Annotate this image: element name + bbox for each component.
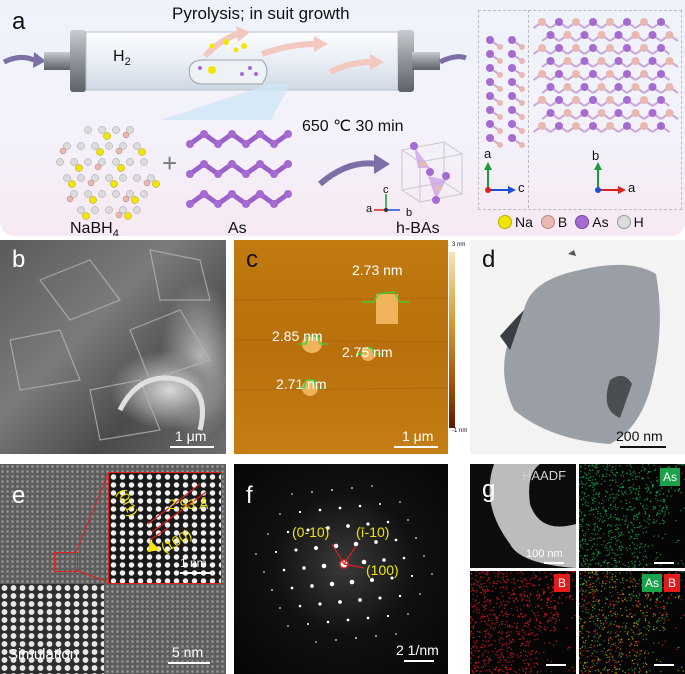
panel-g-eds-maps: g HAADF 100 nm As B As B — [470, 464, 685, 674]
side-view-axes — [484, 162, 516, 194]
legend-item-h: H — [616, 214, 644, 230]
colorbar-top-label: 3 nm — [452, 242, 466, 248]
haadf-map — [470, 464, 576, 568]
panel-b-sem-image: b 1 μm — [0, 240, 226, 454]
overlay-b-tag: B — [664, 574, 681, 592]
reaction-arrow — [318, 154, 390, 187]
spot-label-1: (0-10) — [292, 524, 330, 540]
panel-c-label: c — [246, 246, 258, 273]
panel-a-label: a — [12, 8, 26, 35]
spot-label-2: (ī-10) — [356, 524, 390, 540]
reactant1-label: NaBH4 — [70, 220, 119, 236]
product-label: h-BAs — [396, 220, 440, 236]
spot-label-3: (100) — [366, 562, 399, 578]
panel-c-scale-text: 1 μm — [402, 428, 434, 444]
legend-item-as: As — [575, 214, 609, 230]
panel-b-scale-bar — [170, 446, 214, 448]
tube-title: Pyrolysis; in suit growth — [172, 4, 350, 23]
haadf-scale-bar — [544, 562, 564, 564]
plus-sign: + — [162, 148, 178, 178]
panel-f-saed-pattern: f (0-10) (ī-10) (100) 2 1/nm — [234, 464, 448, 674]
top-axis-up: b — [592, 148, 600, 163]
as-map-scale-bar — [654, 562, 674, 564]
panel-d-label: d — [482, 246, 496, 273]
gas-label: H2 — [113, 48, 131, 69]
panel-f-scale-text: 2 1/nm — [396, 642, 439, 658]
panel-f-label: f — [246, 482, 253, 509]
panel-d-tem-image: d 200 nm — [470, 240, 685, 454]
side-axis-up: a — [484, 146, 492, 161]
tube-furnace-diagram — [2, 26, 467, 120]
legend-item-na: Na — [498, 214, 533, 230]
panel-d-scale-bar — [620, 446, 666, 448]
overlay-scale-bar — [654, 664, 674, 666]
haadf-scale-text: 100 nm — [526, 548, 563, 560]
haadf-flake — [489, 464, 576, 568]
legend-item-b: B — [540, 214, 567, 230]
simulation-inset — [0, 584, 104, 674]
nabh4-structure — [56, 126, 160, 220]
magnified-inset — [108, 472, 222, 584]
cell-axis-right: b — [406, 207, 413, 219]
colorbar-bottom-label: -1 nm — [452, 428, 468, 434]
structure-views-box — [478, 10, 682, 210]
panel-g-label: g — [482, 476, 496, 503]
afm-flakes — [234, 291, 448, 396]
zoom-region-box — [54, 552, 78, 572]
tem-flake — [500, 250, 660, 444]
panel-e-scale-bar — [168, 662, 210, 664]
afm-colorbar — [449, 252, 455, 428]
panel-a: a — [0, 0, 685, 236]
inset-spacing-label: 2.93 Å — [168, 496, 209, 512]
inset-scale-text: 1 nm — [180, 556, 207, 570]
b-map-tag: B — [554, 574, 571, 592]
cell-axes — [374, 194, 400, 212]
panel-b-scale-text: 1 μm — [175, 428, 207, 444]
atom-legend: Na B As H — [498, 214, 644, 230]
inset-scale-bar — [180, 572, 212, 574]
hbas-crystal-views — [486, 18, 679, 148]
reactant2-label: As — [228, 220, 247, 236]
cell-axis-up: c — [383, 184, 389, 196]
hbas-unit-cell — [400, 141, 464, 204]
zoom-lines — [75, 473, 207, 583]
panel-e-label: e — [12, 482, 26, 509]
top-view-axes — [594, 162, 626, 194]
panel-c-scale-bar — [394, 446, 438, 448]
panel-e-scale-text: 5 nm — [172, 644, 204, 660]
afm-height-3: 2.75 nm — [342, 344, 393, 360]
simulation-label: Simulation — [8, 646, 79, 663]
overlay-map — [579, 571, 685, 674]
side-axis-right: c — [518, 180, 525, 195]
overlay-as-tag: As — [642, 574, 663, 592]
afm-height-1: 2.73 nm — [352, 262, 403, 278]
arsenic-structure — [186, 130, 292, 208]
as-map-tag: As — [660, 468, 681, 486]
sem-flakes — [9, 249, 211, 441]
afm-height-4: 2.71 nm — [276, 376, 327, 392]
views-divider — [528, 10, 529, 208]
panel-b-label: b — [12, 246, 26, 273]
panel-d-scale-text: 200 nm — [616, 428, 663, 444]
top-axis-right: a — [628, 180, 636, 195]
diffraction-spots — [255, 485, 433, 643]
panel-e-hrtem-image: (0ī1) 2.93 Å (100) 1 nm e Simulation 5 n… — [0, 464, 226, 674]
afm-height-2: 2.85 nm — [272, 328, 323, 344]
panel-f-scale-bar — [404, 660, 434, 662]
b-map — [470, 571, 576, 674]
cell-axis-left: a — [366, 203, 373, 215]
reaction-condition: 650 ℃ 30 min — [302, 118, 404, 135]
b-map-scale-bar — [546, 664, 566, 666]
haadf-label: HAADF — [522, 468, 567, 483]
panel-c-afm-image: c 2.73 nm 2.85 nm 2.75 nm 2.71 nm 1 μm — [234, 240, 448, 454]
